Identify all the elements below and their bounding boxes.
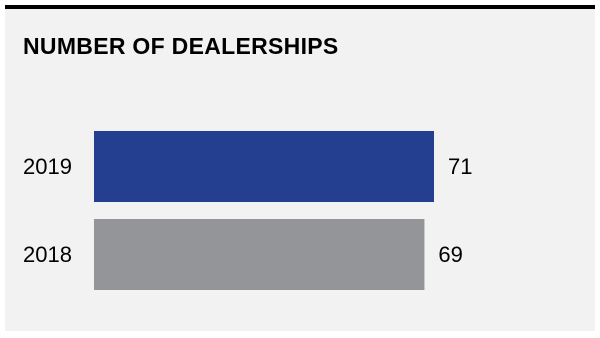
value-label-2019: 71 <box>448 154 472 179</box>
category-label-2019: 2019 <box>23 154 72 179</box>
bar-chart: 2019 71 2018 69 <box>23 131 472 290</box>
chart-title: NUMBER OF DEALERSHIPS <box>23 33 339 59</box>
value-label-2018: 69 <box>438 242 462 267</box>
category-label-2018: 2018 <box>23 242 72 267</box>
chart-panel: NUMBER OF DEALERSHIPS 2019 71 2018 69 <box>5 5 595 331</box>
bars-layer: 2019 71 2018 69 <box>23 131 472 290</box>
bar-2018 <box>94 219 425 290</box>
bar-2019 <box>94 131 434 202</box>
